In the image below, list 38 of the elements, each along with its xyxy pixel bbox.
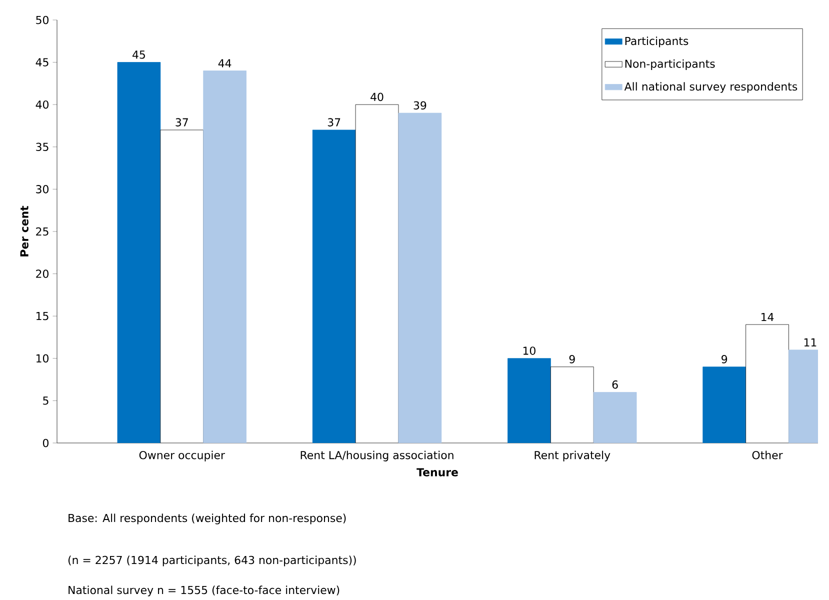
y-tick-label: 25 [36, 227, 48, 236]
x-axis-title: Tenure [416, 468, 458, 476]
data-label: 40 [370, 92, 384, 102]
y-tick-label: 10 [36, 354, 48, 363]
y-tick-label: 40 [36, 100, 48, 109]
y-tick-label: 20 [36, 270, 48, 278]
data-label: 10 [523, 346, 536, 355]
y-tick-label: 35 [36, 142, 48, 152]
y-tick-label: 5 [43, 396, 48, 405]
data-label: 6 [612, 380, 618, 389]
bar [203, 70, 246, 443]
text: National survey n = 1555 (face-to-face interview) [68, 586, 340, 596]
data-label: 9 [722, 355, 728, 364]
data-label: 14 [762, 313, 774, 322]
text: Base: All respondents (weighted for non-response) [68, 514, 346, 524]
data-label: 44 [218, 59, 232, 68]
x-tick-label: Rent LA/housing association [300, 450, 454, 462]
data-label: 37 [176, 118, 188, 126]
bar [593, 392, 637, 443]
data-label: 9 [569, 355, 575, 364]
data-label: 37 [328, 118, 340, 126]
legend-label: Participants [625, 36, 688, 48]
y-tick-label: 45 [36, 58, 48, 66]
data-label: 39 [414, 101, 426, 110]
y-tick-label: 15 [36, 312, 48, 320]
y-tick-label: 50 [36, 16, 48, 24]
x-tick-label: Other [752, 450, 783, 460]
y-tick-label: 0 [42, 438, 48, 448]
legend-label: Non-participants [625, 59, 715, 70]
legend-label: All national survey respondents [624, 82, 798, 93]
x-tick-label: Owner occupier [139, 450, 225, 462]
data-label: 11 [804, 338, 816, 346]
x-tick-label: Rent privately [534, 450, 610, 462]
y-axis-title: Per cent [20, 206, 28, 256]
data-label: 45 [132, 50, 145, 59]
y-tick-label: 30 [36, 185, 48, 194]
bar [398, 112, 442, 443]
text: (n = 2257 (1914 participants, 643 non-participants)) [68, 556, 356, 566]
